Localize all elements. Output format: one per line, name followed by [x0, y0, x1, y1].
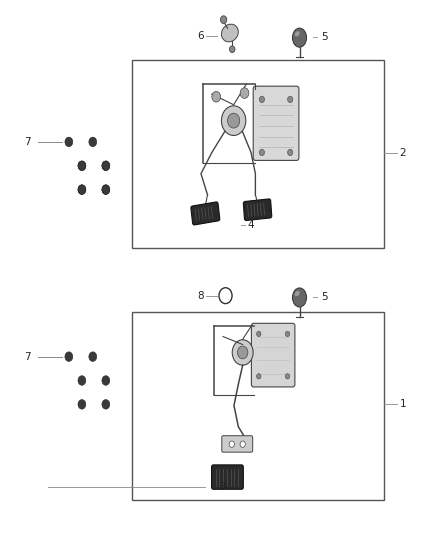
Circle shape — [102, 161, 110, 171]
Circle shape — [102, 400, 110, 409]
FancyBboxPatch shape — [222, 435, 253, 452]
Circle shape — [102, 185, 110, 195]
Circle shape — [259, 149, 265, 156]
Text: 8: 8 — [197, 290, 204, 301]
Circle shape — [229, 441, 234, 447]
Circle shape — [78, 185, 86, 195]
Ellipse shape — [295, 31, 300, 36]
Text: 6: 6 — [197, 31, 204, 41]
Text: 7: 7 — [24, 137, 31, 147]
Circle shape — [257, 374, 261, 379]
Text: 5: 5 — [321, 292, 328, 302]
Circle shape — [220, 16, 227, 23]
Circle shape — [230, 46, 235, 53]
Circle shape — [65, 352, 73, 361]
Circle shape — [78, 400, 86, 409]
Bar — [132, 60, 385, 248]
Text: 3: 3 — [219, 481, 226, 491]
Circle shape — [89, 352, 97, 361]
FancyBboxPatch shape — [212, 465, 244, 489]
FancyBboxPatch shape — [253, 86, 299, 160]
Circle shape — [222, 106, 246, 135]
Circle shape — [65, 137, 73, 147]
Ellipse shape — [293, 288, 307, 307]
Text: 5: 5 — [321, 32, 328, 42]
FancyBboxPatch shape — [244, 199, 272, 221]
Circle shape — [259, 96, 265, 103]
Text: 2: 2 — [399, 148, 406, 158]
Circle shape — [285, 332, 290, 336]
Circle shape — [288, 149, 293, 156]
Circle shape — [89, 137, 97, 147]
Bar — [132, 312, 385, 500]
Circle shape — [78, 185, 86, 195]
Ellipse shape — [222, 24, 238, 42]
Circle shape — [232, 340, 253, 365]
Circle shape — [227, 113, 240, 128]
Circle shape — [285, 374, 290, 379]
FancyBboxPatch shape — [191, 202, 220, 225]
Circle shape — [212, 92, 221, 102]
Circle shape — [78, 161, 86, 171]
Circle shape — [240, 441, 245, 447]
Circle shape — [102, 185, 110, 195]
Circle shape — [257, 332, 261, 336]
Circle shape — [288, 96, 293, 103]
Text: 1: 1 — [399, 399, 406, 409]
Circle shape — [78, 161, 86, 171]
Circle shape — [102, 376, 110, 385]
Ellipse shape — [293, 28, 307, 47]
Circle shape — [240, 88, 249, 99]
Circle shape — [237, 346, 248, 359]
Circle shape — [78, 376, 86, 385]
Ellipse shape — [295, 291, 300, 296]
Text: 4: 4 — [247, 220, 254, 230]
Text: 7: 7 — [24, 352, 31, 361]
FancyBboxPatch shape — [251, 324, 295, 387]
Circle shape — [102, 161, 110, 171]
